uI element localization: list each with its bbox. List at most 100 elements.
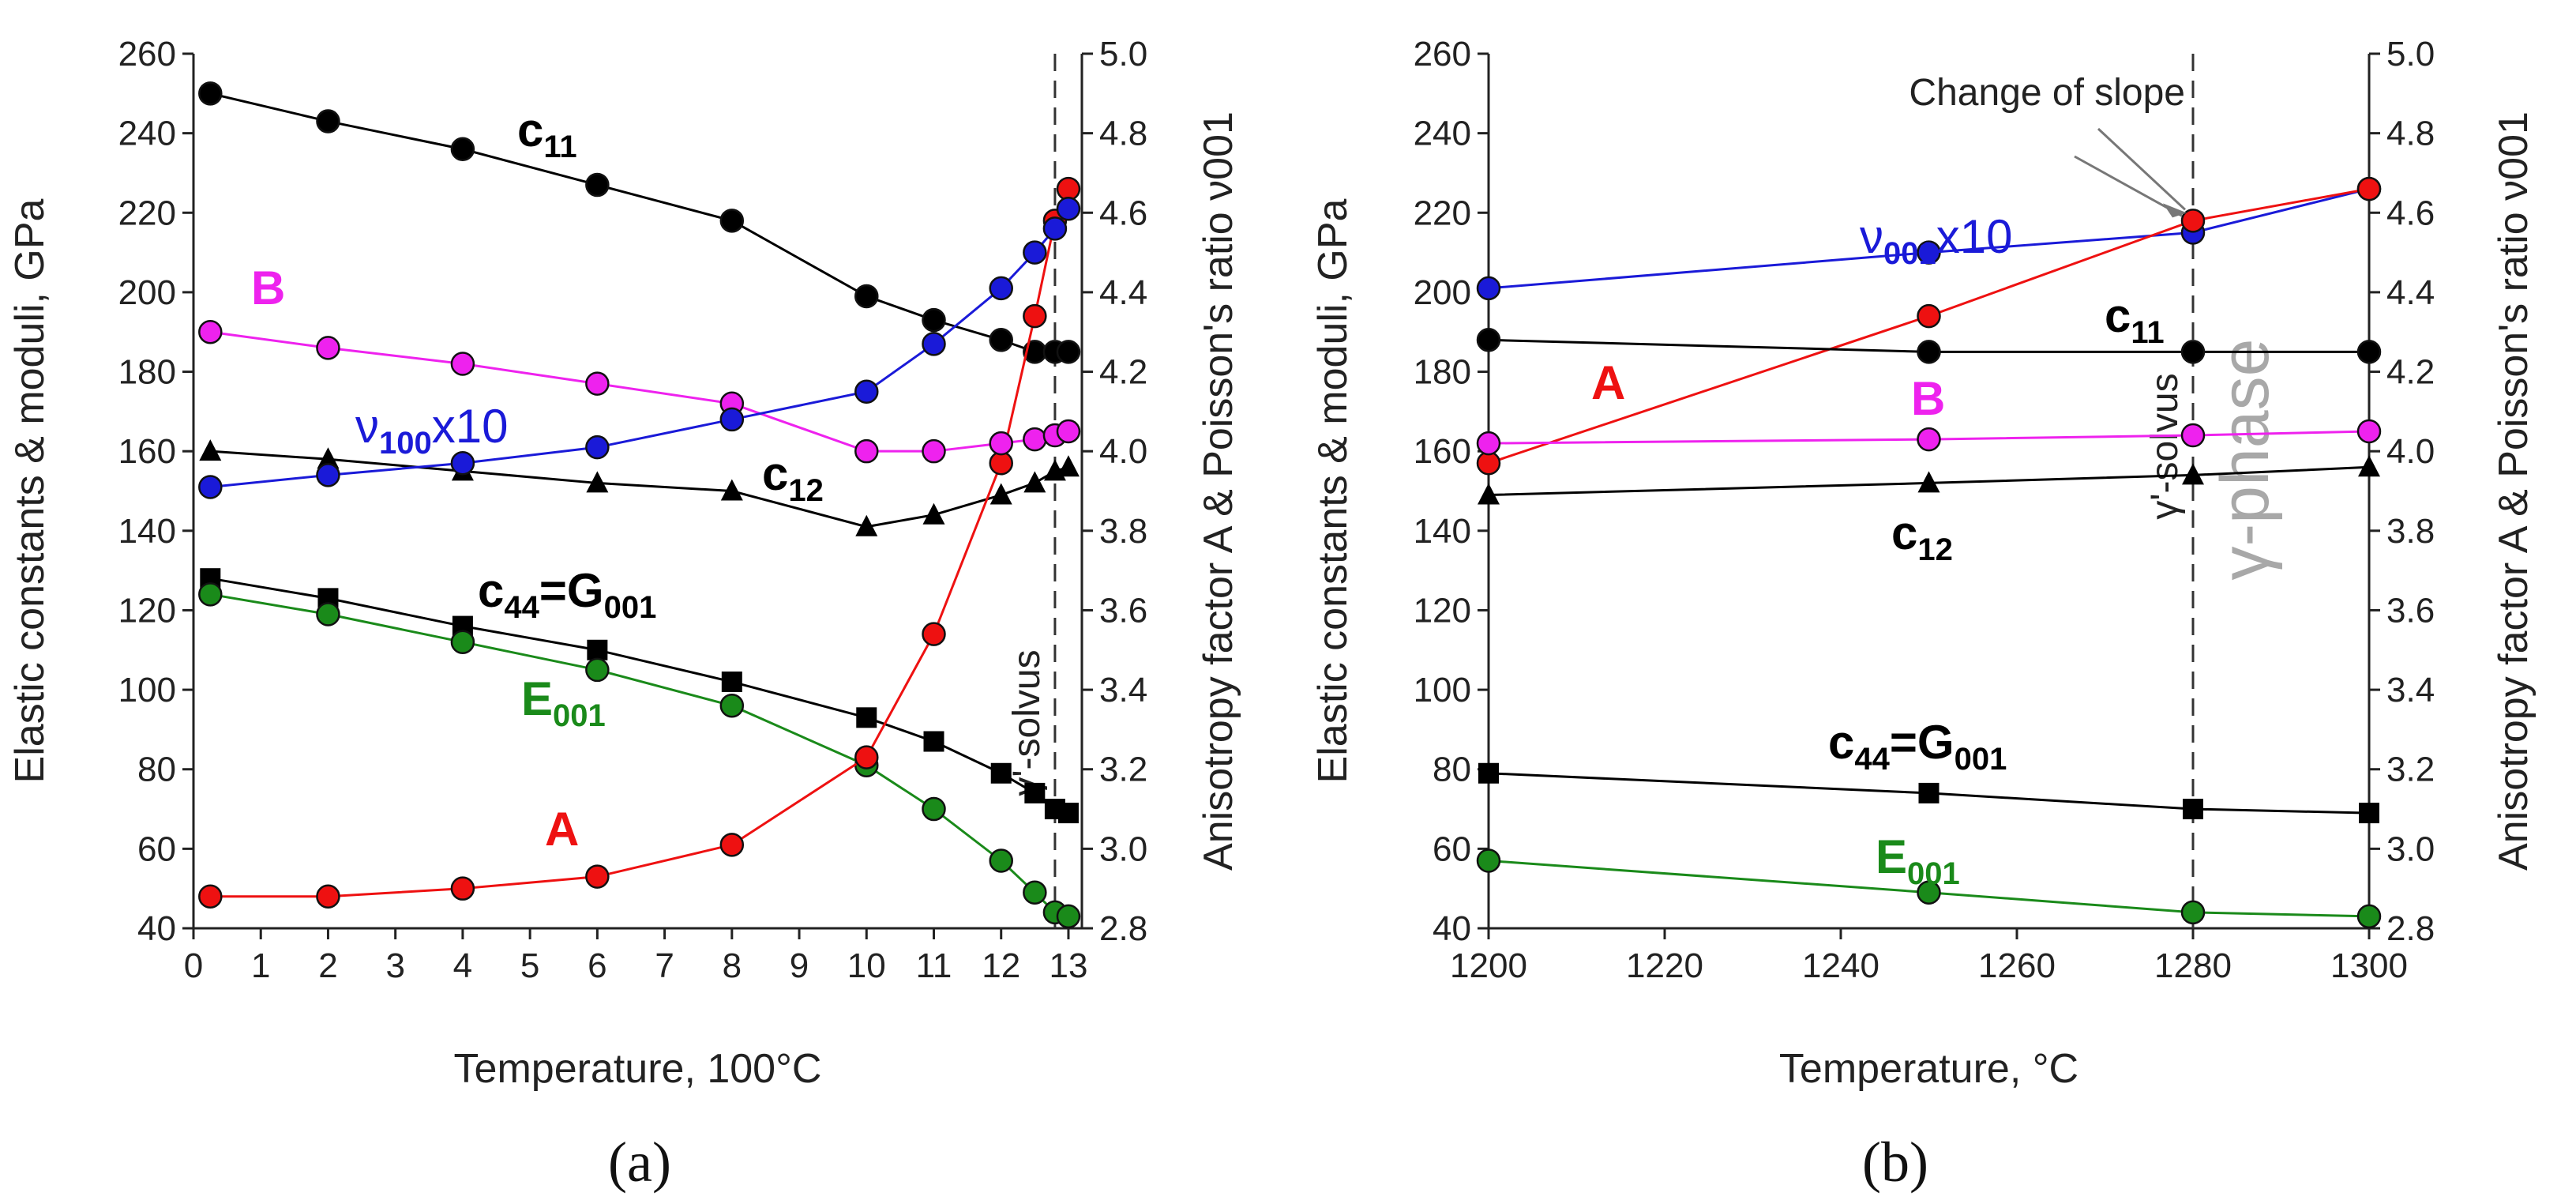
series-label-main: c	[1891, 506, 1917, 559]
data-point-B	[1056, 419, 1081, 444]
series-label-sub2: 001	[1955, 742, 2007, 777]
series-label-B: B	[251, 261, 285, 314]
data-point-E001	[1917, 880, 1941, 905]
data-point-c11	[1917, 340, 1941, 364]
data-point-c12	[1057, 455, 1080, 477]
y-right-axis-title: Anisotropy factor A & Poisson's ratio ν0…	[2491, 111, 2537, 871]
x-tick-label: 1280	[2154, 946, 2232, 985]
data-point-nu	[316, 463, 340, 487]
series-E001	[1476, 848, 2382, 929]
data-point-E001	[989, 848, 1013, 873]
y-left-tick-label: 240	[1414, 115, 1471, 153]
series-label-sub: 12	[788, 473, 824, 508]
series-label-sub: 44	[1854, 742, 1890, 777]
data-point-c11	[989, 328, 1013, 352]
data-point-B	[2356, 419, 2382, 444]
y-left-tick-label: 220	[1414, 194, 1471, 232]
y-right-tick-label: 5.0	[1099, 35, 1147, 73]
series-label-E001: E001	[1876, 830, 1960, 891]
data-point-c44	[721, 672, 742, 693]
series-line-c11	[1488, 338, 2369, 353]
data-point-E001	[922, 796, 946, 822]
series-label-sub: 44	[504, 590, 539, 625]
y-left-tick-label: 220	[118, 194, 176, 232]
data-point-B	[585, 371, 610, 396]
x-tick-label: 1240	[1802, 946, 1879, 985]
y-left-tick-label: 40	[1433, 909, 1471, 948]
y-left-tick-label: 100	[1414, 671, 1471, 709]
data-point-E001	[1023, 880, 1047, 905]
y-right-tick-label: 3.0	[2386, 830, 2435, 868]
data-point-c12	[2182, 463, 2204, 485]
x-tick-label: 0	[184, 946, 203, 985]
y-right-tick-label: 3.6	[2386, 591, 2435, 630]
data-point-c11	[2356, 340, 2382, 364]
annotation-arrow-line	[2097, 127, 2187, 211]
annotation-arrowhead	[2163, 203, 2187, 218]
data-point-c44	[2183, 799, 2203, 820]
data-point-A	[922, 622, 946, 646]
x-tick-label: 1300	[2330, 946, 2408, 985]
y-left-tick-label: 120	[118, 591, 176, 630]
data-point-c12	[199, 439, 222, 461]
y-right-tick-label: 3.4	[2386, 671, 2435, 709]
x-axis-title: Temperature, 100°C	[454, 1046, 822, 1092]
series-label-main: ν	[355, 400, 379, 453]
series-label-main: B	[251, 261, 285, 314]
data-point-nu	[1917, 240, 1941, 265]
data-point-c11	[2180, 340, 2206, 364]
y-left-tick-label: 180	[118, 353, 176, 392]
data-point-nu	[1056, 196, 1081, 221]
data-point-A	[2356, 176, 2382, 201]
data-point-A	[198, 884, 223, 909]
series-label-B: B	[1911, 372, 1945, 425]
series-label-c11: c11	[2105, 289, 2165, 350]
data-point-nu	[1042, 216, 1068, 241]
x-tick-label: 4	[453, 946, 472, 985]
series-A	[1476, 176, 2382, 476]
y-right-axis-title: Anisotropy factor A & Poisson's ratio ν0…	[1196, 111, 1241, 871]
y-left-tick-label: 160	[118, 432, 176, 471]
x-tick-label: 9	[790, 946, 809, 985]
data-point-nu	[198, 475, 223, 499]
data-point-E001	[316, 602, 340, 626]
data-point-c44	[923, 731, 944, 752]
data-point-nu	[922, 332, 946, 356]
x-tick-label: 1220	[1626, 946, 1703, 985]
y-left-tick-label: 260	[118, 35, 176, 73]
data-point-c44	[1024, 782, 1046, 803]
series-label-c12: c12	[762, 447, 824, 508]
series-label-sub: 12	[1917, 532, 1953, 567]
y-right-tick-label: 4.4	[1099, 273, 1147, 312]
data-point-c12	[317, 447, 340, 469]
series-label-tail: x10	[1936, 210, 2013, 263]
y-right-tick-label: 4.2	[1099, 353, 1147, 392]
y-right-tick-label: 3.8	[2386, 512, 2435, 551]
y-right-tick-label: 4.2	[2386, 353, 2435, 392]
series-c12	[199, 439, 1080, 536]
data-point-nu	[1023, 240, 1047, 265]
series-label-sub: 11	[543, 130, 576, 164]
data-point-B	[1023, 427, 1047, 452]
data-point-c11	[316, 109, 340, 134]
x-tick-label: 10	[847, 946, 886, 985]
series-line-nu	[1488, 187, 2370, 290]
data-point-B	[1917, 427, 1941, 452]
x-tick-label: 11	[916, 946, 952, 985]
series-label-sub: 001	[553, 698, 606, 733]
data-point-c11	[585, 172, 610, 198]
data-point-c11	[198, 81, 223, 106]
y-right-tick-label: 4.0	[1099, 432, 1147, 471]
y-right-tick-label: 3.2	[1099, 751, 1147, 789]
data-point-c12	[922, 502, 945, 525]
series-label-tail: =G	[539, 564, 604, 617]
y-right-tick-label: 3.2	[2386, 751, 2435, 789]
data-point-E001	[450, 630, 475, 654]
series-label-main: c	[762, 447, 788, 500]
data-point-A	[2180, 209, 2206, 233]
series-line-A	[1488, 187, 2370, 465]
panel-label: (a)	[608, 1131, 671, 1194]
y-right-tick-label: 4.6	[1099, 194, 1147, 232]
y-left-tick-label: 80	[137, 751, 176, 789]
